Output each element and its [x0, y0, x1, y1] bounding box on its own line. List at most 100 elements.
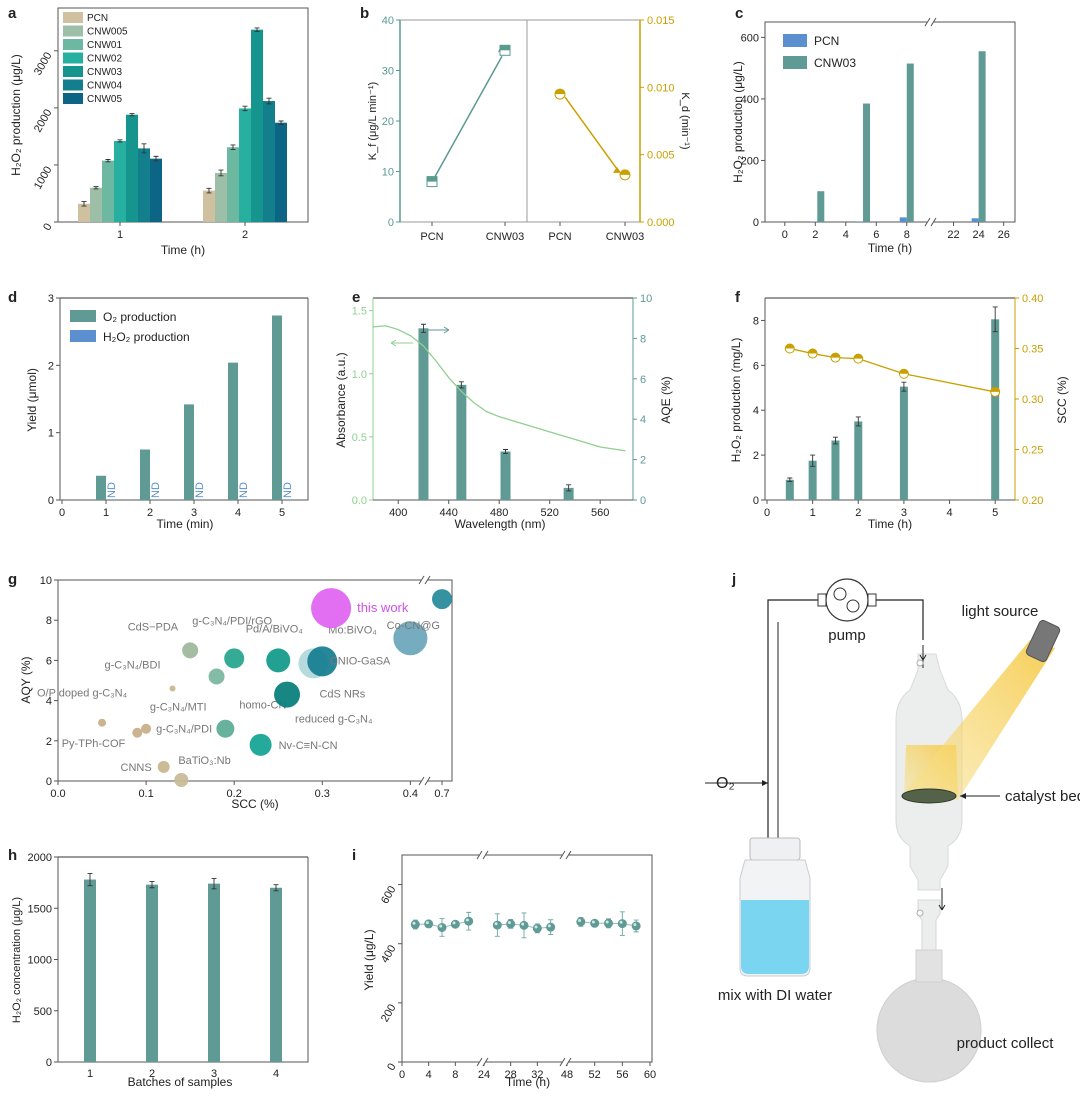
- marker-highlight: [507, 921, 511, 925]
- error-bar: [218, 169, 224, 177]
- axis-break-gap: [562, 1060, 568, 1064]
- x-tick-label: CNW03: [606, 231, 645, 243]
- axis-break-mark: [476, 1057, 489, 1067]
- x-tick-label: 6: [873, 229, 879, 241]
- error-bar: [458, 381, 464, 389]
- error-bar: [832, 436, 838, 445]
- y-axis-label: K_f (μg/L min⁻¹): [367, 82, 379, 160]
- bar: [102, 160, 114, 222]
- y-tick-label: 0.30: [1022, 394, 1043, 406]
- bar: [418, 328, 429, 500]
- y-tick-label: 8: [753, 315, 759, 327]
- yield-marker: [410, 919, 420, 929]
- y-axis-label: H₂O₂ concentration (μg/L): [11, 897, 23, 1023]
- x-tick-label: 1: [103, 507, 109, 519]
- bubble: [132, 727, 143, 738]
- y-axis-label: AQY (%): [19, 656, 33, 703]
- x-tick-label: 560: [591, 507, 609, 519]
- error-bar: [810, 454, 816, 467]
- legend-swatch: [63, 25, 83, 37]
- mix-label: mix with DI water: [718, 987, 832, 1004]
- nd-label: ND: [238, 482, 250, 498]
- y-tick-label: 400: [741, 94, 759, 106]
- bubble: [274, 681, 301, 708]
- legend-swatch: [63, 12, 83, 23]
- x-tick-label: 3: [211, 1068, 217, 1080]
- axis-break-mark: [559, 1057, 572, 1067]
- bar: [84, 879, 96, 1062]
- x-tick-label: 4: [235, 507, 241, 519]
- light-beam: [906, 640, 1055, 800]
- y-tick-label: 0: [46, 776, 52, 788]
- collection-flask: [876, 977, 982, 1083]
- this-work-label: this work: [357, 600, 409, 615]
- y-tick-label: 200: [741, 155, 759, 167]
- bar: [203, 190, 215, 222]
- bar: [500, 451, 511, 500]
- y-tick-label: 4: [753, 405, 759, 417]
- bubble-label: CdS NRs: [319, 688, 365, 700]
- legend-label: PCN: [87, 13, 108, 24]
- error-bar: [273, 884, 279, 892]
- panel-label: b: [360, 5, 369, 22]
- bar: [785, 479, 794, 500]
- y-axis-label: Yield (μg/L): [362, 929, 376, 990]
- x-tick-label: 2: [149, 1068, 155, 1080]
- legend-swatch: [783, 56, 807, 69]
- axis-break-mark: [476, 850, 489, 860]
- bar: [906, 63, 914, 223]
- bubble: [141, 723, 152, 734]
- y-tick-label: 1000: [32, 164, 55, 191]
- legend-label: PCN: [814, 34, 839, 48]
- error-bar: [206, 187, 212, 194]
- y-tick-label: 0.015: [647, 15, 675, 27]
- bottle-cap: [749, 837, 801, 861]
- diagram-j: pump O₂ mix with DI water catalyst bed light…: [705, 578, 1080, 1083]
- bar: [456, 384, 467, 500]
- y-tick-label: 0: [753, 217, 759, 229]
- bar: [228, 362, 238, 500]
- pump-port: [867, 593, 877, 607]
- chart-g: 0 2 4 6 8 10 0.0 0.1 0.2 0.3 0.4 0.7 O/P doped g-C₃N…: [19, 575, 453, 811]
- x-tick-label: 0.1: [138, 788, 153, 800]
- bar: [991, 319, 1000, 500]
- bar: [563, 487, 574, 500]
- yield-marker: [464, 916, 474, 926]
- legend-label: CNW03: [87, 67, 122, 78]
- legend-swatch: [63, 66, 83, 77]
- bar: [208, 883, 220, 1062]
- bubble-label: BaTiO₃:Nb: [178, 755, 230, 767]
- bubble: [216, 719, 235, 738]
- marker-highlight: [412, 921, 416, 925]
- panel-label: h: [8, 847, 17, 864]
- bubble-label: Py-TPh-COF: [62, 738, 126, 750]
- x-tick-label: 0.4: [403, 788, 418, 800]
- axis-break-gap: [479, 1060, 485, 1064]
- plot-frame: [401, 854, 653, 1063]
- panel-label: i: [352, 847, 356, 864]
- marker-highlight: [439, 924, 443, 928]
- bubble-label: g-C₃N₄/BDI: [104, 660, 160, 672]
- y-axis-label-right: AQE (%): [659, 376, 673, 423]
- legend-swatch: [63, 79, 83, 91]
- bubble-label: Co-CN@G: [387, 620, 440, 632]
- bubble-label: CdS−PDA: [128, 621, 179, 633]
- x-tick-label: 26: [998, 229, 1010, 241]
- y-tick-label: 0: [41, 222, 54, 233]
- legend-label: CNW02: [87, 54, 122, 65]
- arrow-head: [613, 166, 621, 173]
- legend-label: H₂O₂ production: [103, 330, 190, 344]
- x-axis-label: Time (h): [868, 517, 912, 531]
- x-tick-label: 440: [440, 507, 458, 519]
- bar: [275, 122, 287, 222]
- scc-marker-fill: [808, 349, 818, 354]
- legend-label: CNW01: [87, 40, 122, 51]
- y-tick-label: 1: [48, 428, 54, 440]
- x-tick-label: 24: [973, 229, 985, 241]
- marker-highlight: [619, 920, 623, 924]
- y-tick-label: 30: [382, 66, 394, 78]
- bar: [239, 108, 251, 222]
- pump-label: pump: [828, 627, 866, 644]
- x-tick-label: 0: [782, 229, 788, 241]
